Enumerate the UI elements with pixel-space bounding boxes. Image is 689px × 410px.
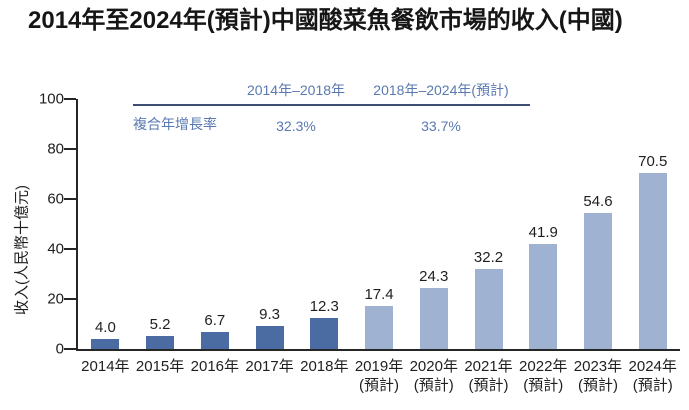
cagr-divider-line	[133, 104, 530, 106]
cagr-row-label: 複合年增長率	[133, 116, 217, 132]
bar-2020年	[419, 288, 448, 349]
y-tick-mark-0	[64, 348, 76, 350]
y-tick-mark-40	[64, 248, 76, 250]
bar-value-label: 12.3	[309, 298, 339, 316]
bars-row: 4.0 5.2 6.7 9.3 12.3 17.4 24.3 32.2 41.9 54.6 70.5	[78, 99, 680, 349]
x-tick-label: 2019年 (預計)	[354, 358, 404, 394]
x-tick-label: 2016年	[190, 358, 240, 375]
x-tick-label: 2015年	[135, 358, 185, 375]
cagr-header-row: 2014年–2018年 2018年–2024年(預計)	[133, 80, 530, 100]
y-tick-label-0: 0	[55, 340, 64, 358]
x-tick-label: 2022年 (預計)	[519, 358, 568, 394]
bar-value-label: 5.2	[149, 316, 171, 333]
bar-2021年	[474, 268, 503, 349]
cagr-value-2014-2018: 32.3%	[276, 118, 316, 134]
x-tick-label: 2017年	[245, 358, 294, 375]
cagr-period-2018-2024: 2018年–2024年(預計)	[373, 82, 509, 98]
bar-value-label: 6.7	[204, 312, 226, 330]
y-tick-mark-80	[64, 148, 76, 150]
bar-slot: 32.2	[461, 248, 516, 349]
bar-slot: 5.2	[133, 316, 188, 349]
cagr-value-2018-2024: 33.7%	[421, 118, 461, 134]
y-tick-label-20: 20	[47, 290, 64, 308]
bar-slot: 9.3	[242, 306, 297, 349]
bar-slot: 17.4	[352, 285, 407, 349]
cagr-table: 2014年–2018年 2018年–2024年(預計) 複合年增長率 32.3%…	[133, 80, 530, 134]
y-tick-label-100: 100	[38, 90, 64, 108]
bar-2016年	[200, 332, 229, 349]
y-axis-ticks: 0 20 40 60 80 100	[0, 91, 76, 358]
y-tick-mark-60	[64, 198, 76, 200]
x-axis-labels: 2014年 2015年 2016年 2017年 2018年 2019年 (預計) 2020年(…	[78, 357, 680, 395]
x-tick-label: 2021年 (預計)	[464, 358, 513, 394]
bar-value-label: 4.0	[94, 319, 116, 336]
bar-slot: 6.7	[187, 312, 242, 349]
bar-2014年	[91, 339, 120, 349]
x-axis-line	[76, 349, 680, 351]
bar-slot: 4.0	[78, 319, 133, 349]
cagr-period-2014-2018: 2014年–2018年	[246, 82, 346, 98]
bar-2019年	[365, 305, 394, 349]
bar-2018年	[310, 318, 339, 349]
bar-value-label: 70.5	[638, 152, 668, 170]
x-tick-label: 2023年 (預計)	[573, 358, 623, 394]
bar-2022年	[529, 244, 558, 349]
bar-value-label: 41.9	[528, 224, 558, 242]
bar-2017年	[255, 325, 284, 349]
bar-value-label: 24.3	[419, 268, 449, 286]
bar-value-label: 54.6	[583, 192, 613, 210]
bar-slot: 70.5	[625, 153, 680, 349]
bar-value-label: 9.3	[259, 305, 280, 323]
y-axis-line	[76, 99, 78, 351]
bar-2015年	[146, 336, 175, 349]
x-tick-label: 2018年	[300, 358, 349, 375]
y-tick-label-40: 40	[47, 240, 64, 258]
bar-slot: 54.6	[571, 192, 626, 349]
cagr-value-row: 複合年增長率 32.3% 33.7%	[133, 114, 530, 134]
bar-slot: 41.9	[516, 224, 571, 349]
y-tick-label-80: 80	[47, 140, 64, 158]
bar-value-label: 32.2	[473, 248, 504, 266]
bar-2023年	[583, 212, 612, 349]
bar-slot: 12.3	[297, 298, 352, 349]
y-tick-label-60: 60	[47, 190, 64, 208]
bar-2024年	[638, 172, 667, 349]
x-tick-label: 2020年 (預計)	[409, 358, 458, 394]
x-tick-label: 2014年	[81, 358, 130, 375]
x-tick-label: 2024年 (預計)	[628, 358, 677, 394]
chart-title: 2014年至2024年(預計)中國酸菜魚餐飲市場的收入(中國)	[28, 7, 623, 34]
bar-slot: 24.3	[406, 268, 461, 349]
y-tick-mark-100	[64, 98, 76, 100]
bar-value-label: 17.4	[364, 285, 394, 303]
y-tick-mark-20	[64, 298, 76, 300]
